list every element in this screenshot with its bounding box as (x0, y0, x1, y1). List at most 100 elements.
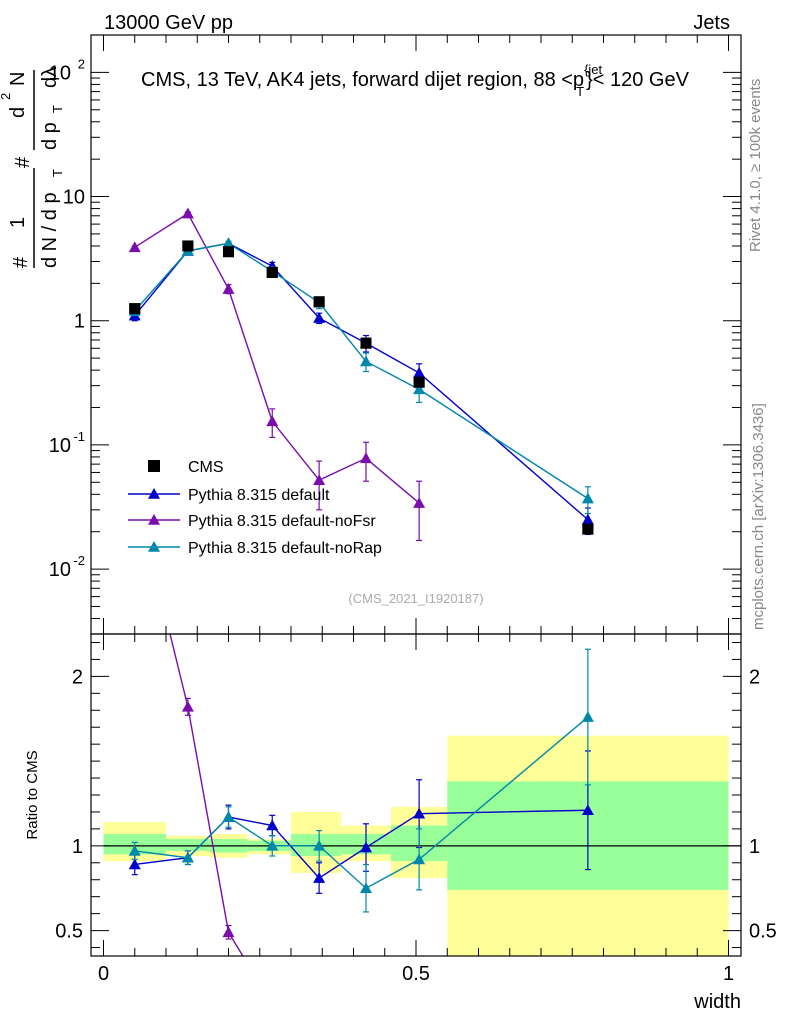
ratio-pythia-8-315-default-norap-line (134, 716, 589, 890)
cms-data-point-overlay (360, 337, 372, 349)
pythia-8-315-default-nofsr-point (360, 452, 372, 464)
ylabel-hash-2: # (12, 156, 34, 168)
category-label: Jets (693, 12, 730, 34)
ratio-pythia-8-315-default-norap-point (266, 839, 279, 851)
legend-entry-label: Pythia 8.315 default-noRap (188, 540, 382, 557)
title-sup: {jet (584, 62, 602, 77)
ratio-x-tick-label: 0 (98, 963, 109, 985)
cms-data-point-overlay (313, 296, 325, 308)
main-y-tick-exponent: -2 (73, 553, 85, 568)
ratio-pythia-8-315-default-norap-point (360, 882, 372, 894)
pythia-8-315-default-line (134, 242, 589, 521)
pythia-8-315-default-nofsr-point (222, 283, 235, 294)
ylabel-n: N (7, 72, 29, 86)
ratio-y-tick-label: 0.5 (55, 921, 83, 943)
pythia-8-315-default-nofsr-point (266, 415, 279, 427)
legend-triangle-marker (148, 541, 160, 552)
ratio-uncertainty-band-inner (166, 839, 210, 851)
ratio-x-tick-label: 1 (723, 963, 734, 985)
ratio-panel: 0.5 0.5 1 1 2 2 0 0.5 1 Ratio to CMS width (24, 484, 777, 1013)
ratio-x-tick-label: 0.5 (402, 963, 430, 985)
ratio-pythia-8-315-default-nofsr-point (266, 999, 278, 1010)
ratio-pythia-8-315-default-nofsr-line (169, 634, 244, 956)
legend-entry-label: Pythia 8.315 default-noFsr (188, 513, 376, 530)
ratio-pythia-8-315-default-norap-point (313, 839, 326, 851)
ratio-pythia-8-315-default-point (266, 819, 279, 831)
ratio-y-tick-label-right: 2 (749, 666, 760, 688)
ratio-pythia-8-315-default-nofsr-point (129, 484, 141, 495)
title-text: CMS, 13 TeV, AK4 jets, forward dijet reg… (141, 69, 584, 91)
x-axis-label: width (693, 991, 741, 1013)
pythia-8-315-default-nofsr-point (413, 497, 426, 508)
cms-data-point-overlay (129, 303, 141, 315)
ylabel-sub-t-2: T (50, 105, 65, 113)
ratio-pythia-8-315-default-norap-point (128, 844, 141, 856)
ylabel-dlambda: dλ (39, 67, 61, 88)
ratio-pythia-8-315-default-norap-point (181, 851, 194, 863)
pythia-8-315-default-norap-point (581, 492, 594, 504)
legend-triangle-marker (148, 488, 160, 499)
ratio-pythia-8-315-default-norap-point (222, 811, 235, 822)
ylabel-dn-dpt: d N / d p (39, 192, 61, 268)
ylabel-d: d (7, 107, 29, 118)
ylabel-dpt: d p (39, 122, 61, 150)
main-y-tick-label: 1 (74, 311, 85, 333)
pythia-8-315-default-norap-point (413, 383, 426, 395)
ratio-y-tick-label: 1 (72, 836, 83, 858)
main-y-axis-label: # 1 d N / d p T # d p T d 2 N dλ (0, 67, 65, 268)
ratio-pythia-8-315-default-point (413, 807, 426, 819)
title-tail: }< 120 GeV (586, 69, 690, 91)
pythia-8-315-default-nofsr-point (313, 474, 326, 485)
ratio-pythia-8-315-default-point (581, 804, 594, 816)
main-y-tick-label: 10 (49, 559, 71, 581)
pythia-8-315-default-norap-point (222, 237, 235, 249)
main-y-tick-label: 10 (63, 187, 85, 209)
pythia-8-315-default-point (313, 312, 326, 323)
pythia-8-315-default-nofsr-line (134, 212, 420, 504)
legend-cms-marker (148, 460, 160, 472)
legend-entry-label: CMS (188, 459, 224, 476)
ylabel-sub-t-1: T (50, 169, 65, 177)
ratio-pythia-8-315-default-nofsr-point (181, 700, 194, 712)
pythia-8-315-default-nofsr-point (181, 207, 194, 219)
pythia-8-315-default-point (581, 513, 594, 525)
ratio-y-tick-label-right: 0.5 (749, 921, 777, 943)
title-sub: T (576, 84, 584, 99)
ratio-y-tick-label: 2 (72, 666, 83, 688)
main-y-tick-exponent: -1 (73, 429, 85, 444)
pythia-8-315-default-norap-point (360, 355, 372, 367)
analysis-watermark: (CMS_2021_I1920187) (348, 591, 483, 606)
legend-entry-label: Pythia 8.315 default (188, 487, 330, 504)
main-y-tick-label: 10 (49, 435, 71, 457)
energy-label: 13000 GeV pp (104, 12, 233, 34)
pythia-8-315-default-point (413, 366, 426, 378)
pythia-8-315-default-norap-line (134, 242, 589, 500)
ylabel-hash-1: # (10, 256, 32, 268)
rivet-version-label: Rivet 4.1.0, ≥ 100k events (747, 79, 764, 252)
cms-data-point-overlay (413, 376, 425, 388)
ratio-pythia-8-315-default-norap-point (413, 853, 426, 865)
main-title: CMS, 13 TeV, AK4 jets, forward dijet reg… (141, 62, 690, 99)
legend: CMS Pythia 8.315 default Pythia 8.315 defa… (128, 459, 382, 557)
ratio-y-tick-label-right: 1 (749, 836, 760, 858)
ratio-uncertainty-band-inner (291, 833, 341, 857)
ratio-pythia-8-315-default-norap-point (581, 711, 594, 722)
cms-data-point-overlay (582, 523, 594, 535)
legend-triangle-marker (148, 514, 160, 525)
ratio-pythia-8-315-default-point (360, 841, 372, 853)
cms-data-point-overlay (182, 240, 194, 252)
ylabel-sup-2: 2 (0, 93, 13, 100)
mcplots-label: mcplots.cern.ch [arXiv:1306.3436] (750, 403, 767, 630)
ratio-pythia-8-315-default-point (313, 872, 326, 883)
ratio-y-axis-label: Ratio to CMS (24, 750, 41, 839)
pythia-8-315-default-nofsr-point (128, 241, 141, 253)
main-y-tick-exponent: 2 (78, 56, 85, 71)
ratio-pythia-8-315-default-point (128, 858, 141, 870)
ylabel-one: 1 (7, 217, 29, 228)
cms-data-point-overlay (223, 246, 234, 258)
main-y-tick-label: 10 (49, 62, 71, 84)
cms-data-point-overlay (266, 266, 278, 278)
ratio-pythia-8-315-default-nofsr-point (222, 926, 235, 938)
